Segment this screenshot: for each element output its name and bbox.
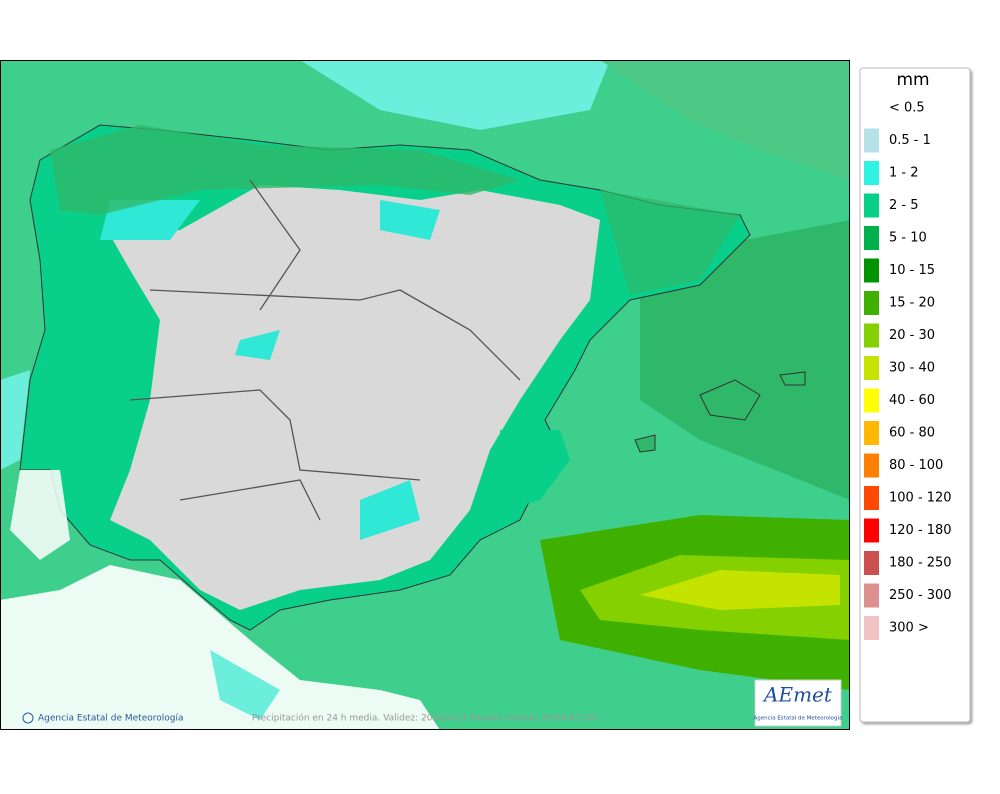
sea-light [210,650,280,720]
legend-label: 20 - 30 [889,328,935,343]
logo-subtitle: Agencia Estatal de Meteorología [754,715,843,722]
legend-label: 180 - 250 [889,556,952,571]
legend-label: 40 - 60 [889,393,935,408]
land-dry [110,185,600,610]
legend-swatch [864,161,879,185]
legend-unit: mm [896,70,929,90]
north-rain [50,125,520,215]
legend-swatch [864,518,879,543]
legend-label: 10 - 15 [889,263,935,278]
credit: Agencia Estatal de Meteorología [38,714,184,724]
legend-swatch [864,421,879,445]
islands [634,371,806,453]
legend-swatch [864,226,879,250]
sea-light [0,370,30,470]
logo: AEmet [762,683,833,707]
rain-band-core [640,570,840,610]
legend-swatch [864,486,879,510]
legend-label: < 0.5 [889,101,925,116]
legend-swatch [864,388,879,413]
legend-label: 30 - 40 [889,361,935,376]
legend-swatch [864,291,879,315]
pyrenees-rain [600,190,740,295]
legend-swatch [864,258,879,283]
legend-label: 15 - 20 [889,296,935,311]
legend-swatch [864,356,879,380]
land-dry [10,470,70,560]
africa [0,565,440,730]
legend-label: 120 - 180 [889,523,952,538]
legend-label: 60 - 80 [889,426,935,441]
legend-label: 1 - 2 [889,166,919,181]
map [0,60,850,730]
legend-items: < 0.5 0.5 - 1 1 - 2 2 - 5 5 - 10 10 - 15 15 - … [864,101,952,640]
legend [859,67,971,723]
caption: Precipitación en 24 h media. Validez: 20… [252,713,599,724]
sea-band [600,60,850,180]
legend-label: 2 - 5 [889,198,919,213]
legend-swatch [864,453,879,478]
legend-swatch [864,616,879,640]
legend-label: 300 > [889,621,929,636]
sea-light [300,60,610,130]
legend-swatch [864,193,879,218]
land-wet [100,200,440,540]
legend-label: 5 - 10 [889,231,927,246]
legend-label: 250 - 300 [889,588,952,603]
legend-swatch [864,583,879,608]
legend-swatch [864,551,879,575]
copyright-icon [22,712,34,724]
legend-label: 0.5 - 1 [889,133,931,148]
logo-box [754,679,842,727]
map-frame [0,60,850,730]
borders [129,179,521,521]
legend-swatch [864,128,879,153]
land-wet [500,430,570,510]
legend-label: 100 - 120 [889,491,952,506]
legend-swatch [864,323,879,348]
legend-label: 80 - 100 [889,458,943,473]
sea-green [640,220,850,500]
